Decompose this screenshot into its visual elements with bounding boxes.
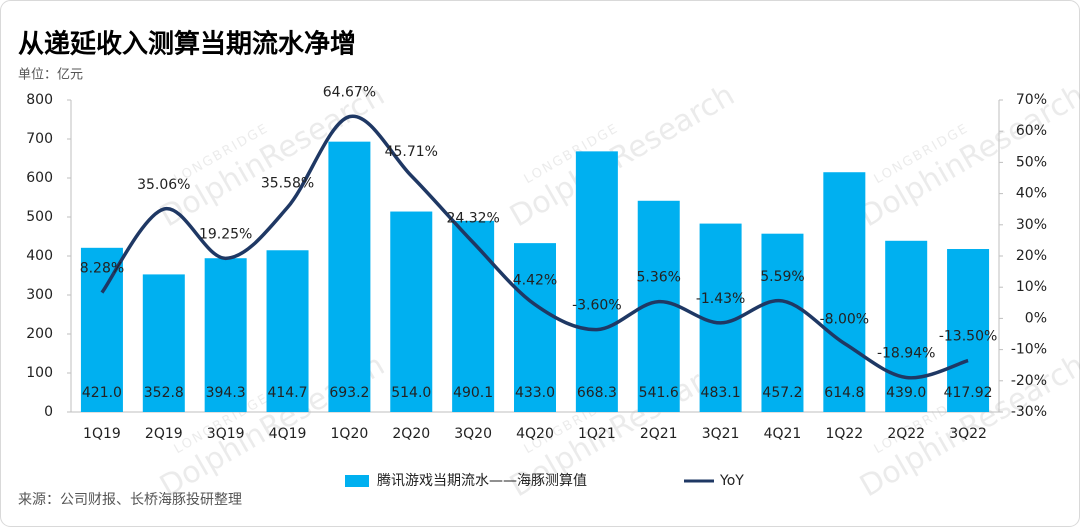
x-tick-label: 1Q21 (578, 426, 616, 442)
bar (947, 249, 990, 412)
line-value-label: -1.43% (696, 291, 746, 307)
line-value-label: -18.94% (877, 345, 935, 361)
line-value-label: 8.28% (80, 261, 124, 277)
line-value-label: 45.71% (385, 144, 438, 160)
bar-value-label: 394.3 (206, 385, 246, 401)
unit-note: 单位：亿元 (18, 68, 83, 83)
bar (80, 247, 123, 412)
y-tick-label: 300 (26, 287, 53, 303)
bar-value-label: 514.0 (391, 385, 431, 401)
y2-tick-label: 40% (1016, 186, 1047, 202)
legend-label: YoY (719, 473, 744, 489)
line-value-label: 35.06% (137, 177, 190, 193)
chart-title: 从递延收入测算当期流水净增 (18, 29, 356, 60)
y-tick-label: 100 (26, 365, 53, 381)
y-tick-label: 200 (26, 326, 53, 342)
bar-value-label: 421.0 (82, 385, 122, 401)
y2-tick-label: 10% (1016, 279, 1047, 295)
bar (823, 172, 866, 412)
bar-value-label: 457.2 (762, 385, 802, 401)
bar (452, 220, 495, 412)
y2-tick-label: 60% (1016, 123, 1047, 139)
bar-value-label: 433.0 (515, 385, 555, 401)
line-value-label: 19.25% (199, 226, 252, 242)
x-tick-label: 3Q19 (207, 426, 245, 442)
x-tick-label: 4Q21 (764, 426, 802, 442)
bar-value-label: 614.8 (824, 385, 864, 401)
line-value-label: 5.59% (760, 269, 804, 285)
source-note: 来源：公司财报、长桥海豚投研整理 (18, 492, 242, 508)
line-value-label: -13.50% (939, 329, 997, 345)
x-tick-label: 1Q20 (331, 426, 369, 442)
x-tick-label: 1Q19 (83, 426, 121, 442)
x-tick-label: 3Q20 (454, 426, 492, 442)
bar-value-label: 541.6 (639, 385, 679, 401)
bar-value-label: 414.7 (267, 385, 307, 401)
legend-swatch (345, 475, 369, 487)
x-tick-label: 2Q21 (640, 426, 678, 442)
line-value-label: -3.60% (572, 298, 622, 314)
bar (761, 233, 804, 412)
bar-value-label: 668.3 (577, 385, 617, 401)
line-value-label: 5.36% (636, 270, 680, 286)
y2-tick-label: 20% (1016, 248, 1047, 264)
y-tick-label: 600 (26, 170, 53, 186)
bar-value-label: 417.92 (944, 385, 993, 401)
y2-tick-label: -10% (1011, 342, 1047, 358)
y2-tick-label: 70% (1016, 92, 1047, 108)
bar (390, 211, 433, 412)
line-value-label: 24.32% (446, 211, 499, 227)
x-tick-label: 1Q22 (825, 426, 863, 442)
bar (204, 258, 247, 412)
line-value-label: -8.00% (820, 311, 870, 327)
y-tick-label: 400 (26, 248, 53, 264)
y2-tick-label: 50% (1016, 154, 1047, 170)
bar-value-label: 483.1 (701, 385, 741, 401)
bar-value-label: 352.8 (144, 385, 184, 401)
x-tick-label: 4Q19 (269, 426, 307, 442)
y2-tick-label: -20% (1011, 373, 1047, 389)
x-tick-label: 2Q20 (392, 426, 430, 442)
bar (885, 240, 928, 412)
y2-tick-label: 30% (1016, 217, 1047, 233)
x-tick-label: 3Q22 (949, 426, 987, 442)
yoy-line (100, 114, 969, 380)
x-tick-label: 3Q21 (702, 426, 740, 442)
bar (575, 151, 618, 412)
y-tick-label: 700 (26, 131, 53, 147)
y-tick-label: 0 (44, 404, 53, 420)
y-tick-label: 500 (26, 209, 53, 225)
line-value-label: 35.58% (261, 175, 314, 191)
bar (266, 250, 309, 412)
bar (142, 274, 185, 412)
bar (328, 141, 371, 413)
line-value-label: 64.67% (323, 85, 376, 101)
bar-value-label: 693.2 (329, 385, 369, 401)
x-tick-label: 2Q19 (145, 426, 183, 442)
bar (514, 243, 556, 412)
legend-label: 腾讯游戏当期流水——海豚测算值 (377, 472, 587, 489)
x-tick-label: 4Q20 (516, 426, 554, 442)
x-tick-label: 2Q22 (887, 426, 925, 442)
y-tick-label: 800 (26, 92, 53, 108)
y2-tick-label: 0% (1025, 310, 1047, 326)
bar-value-label: 439.0 (886, 385, 926, 401)
y2-tick-label: -30% (1011, 404, 1047, 420)
bar-value-label: 490.1 (453, 385, 493, 401)
line-value-label: 4.42% (513, 273, 557, 289)
